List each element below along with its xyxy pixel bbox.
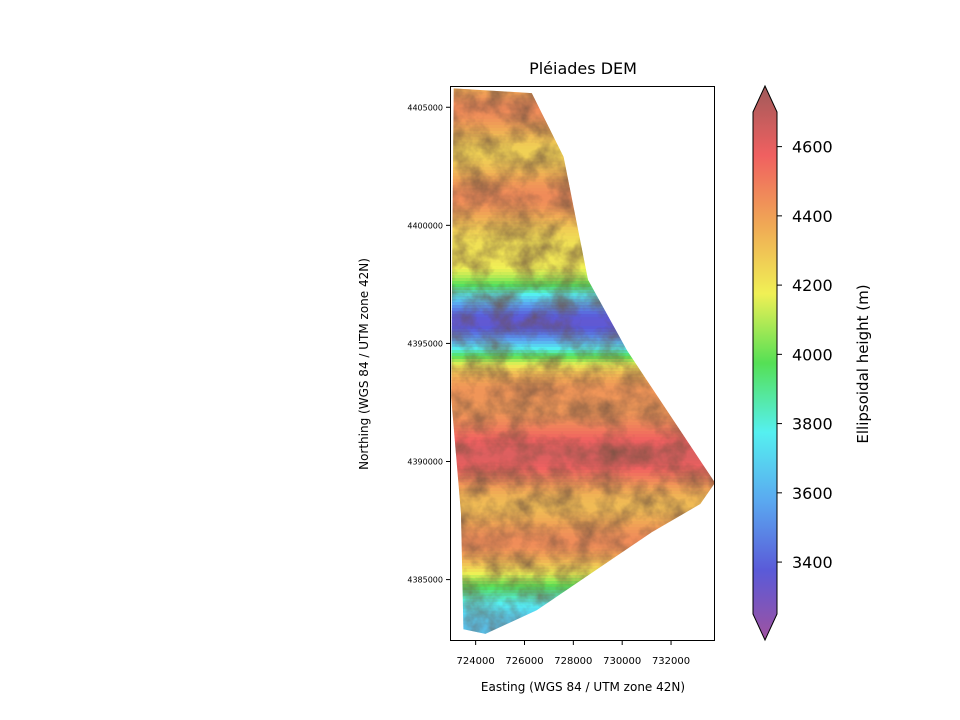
colorbar-body (752, 84, 778, 642)
colorbar-tick-label: 4600 (792, 138, 833, 157)
x-tick-label: 726000 (505, 656, 543, 667)
x-tick-label: 730000 (603, 656, 641, 667)
y-tick-label: 4395000 (407, 339, 443, 348)
dem-raster (450, 88, 715, 638)
x-tick-label: 732000 (652, 656, 690, 667)
y-tick-label: 4400000 (407, 221, 443, 230)
colorbar: 3400 3600 3800 4000 4200 4400 4600 Ellipsoidal… (752, 84, 872, 642)
y-tick-label: 4385000 (407, 576, 443, 585)
colorbar-tick-label: 4000 (792, 345, 833, 364)
colorbar-tick-label: 3400 (792, 553, 833, 572)
map-axes: 724000 726000 728000 730000 732000 4385000 43… (407, 86, 715, 667)
colorbar-tick-label: 4400 (792, 207, 833, 226)
colorbar-tick-label: 3600 (792, 484, 833, 503)
y-tick-label: 4405000 (407, 103, 443, 112)
chart-title: Pléiades DEM (529, 59, 637, 78)
elevation-band (451, 632, 715, 634)
colorbar-label: Ellipsoidal height (m) (854, 284, 872, 443)
terrain-shading (451, 88, 715, 634)
colorbar-tick-label: 3800 (792, 415, 833, 434)
x-axis-label: Easting (WGS 84 / UTM zone 42N) (481, 680, 685, 694)
x-tick-label: 728000 (554, 656, 592, 667)
y-axis-label: Northing (WGS 84 / UTM zone 42N) (357, 258, 371, 470)
elevation-band (450, 635, 715, 638)
x-tick-label: 724000 (457, 656, 495, 667)
axes-frame (450, 86, 715, 641)
colorbar-tick-label: 4200 (792, 276, 833, 295)
y-tick-label: 4390000 (407, 458, 443, 467)
